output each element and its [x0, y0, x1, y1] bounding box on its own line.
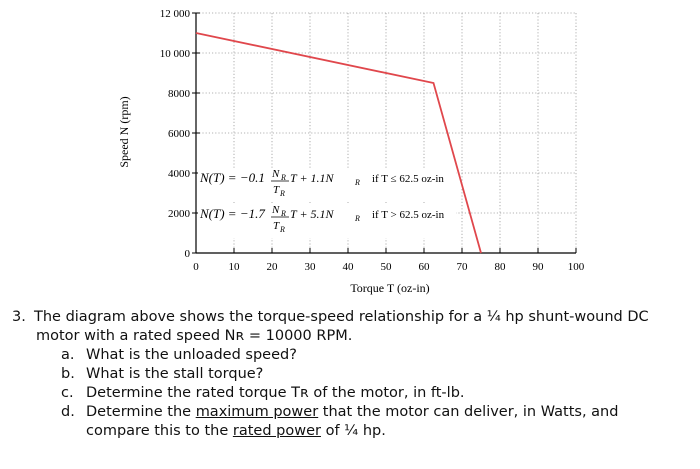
equation-rest-subscript: R	[354, 178, 360, 187]
y-tick-label: 10 000	[160, 48, 191, 60]
question-text: What is the unloaded speed?	[86, 347, 297, 363]
question-b: b. What is the stall torque?	[12, 365, 700, 384]
y-axis-label: Speed N (rpm)	[117, 96, 131, 167]
x-axis-label: Torque T (oz-in)	[350, 281, 429, 295]
question-c: c. Determine the rated torque Tʀ of the …	[12, 384, 700, 403]
question-text: What is the stall torque?	[86, 366, 264, 382]
equation-lhs: N(T) = −0.1	[199, 170, 265, 185]
maximum-power-underlined: maximum power	[195, 404, 319, 420]
x-tick-label: 80	[495, 261, 507, 273]
question-d-continued: compare this to the rated power of ¼ hp.	[12, 422, 700, 441]
x-tick-label: 100	[568, 261, 585, 273]
equation-rest: T + 1.1N	[290, 171, 335, 185]
x-axis-ticks: 0 10 20 30 40 50 60 70 80 90 100	[193, 248, 585, 273]
equation-background	[198, 204, 456, 238]
problem-intro-line-2: motor with a rated speed Nʀ = 10000 RPM.	[36, 328, 353, 344]
y-tick-label: 8000	[168, 88, 191, 100]
problem-intro-line-1: The diagram above shows the torque-speed…	[34, 309, 649, 325]
x-tick-label: 30	[305, 261, 317, 273]
problem-text: 3. The diagram above shows the torque-sp…	[12, 308, 700, 441]
fraction-numerator: N	[271, 204, 280, 216]
rated-power-underlined: rated power	[232, 423, 321, 439]
question-text: Determine the maximum power that the mot…	[86, 403, 618, 422]
y-axis-ticks: 0 2000 4000 6000 8000 10 000 12 000	[160, 8, 200, 260]
y-tick-label: 4000	[168, 168, 191, 180]
fraction-denominator: T	[273, 184, 280, 196]
question-letter: a.	[61, 347, 75, 363]
question-d-pre: Determine the	[86, 404, 196, 420]
x-tick-label: 60	[419, 261, 431, 273]
question-d-cont-post: of ¼ hp.	[320, 423, 386, 439]
x-tick-label: 50	[381, 261, 393, 273]
equation-lhs: N(T) = −1.7	[199, 206, 265, 221]
fraction-denominator: T	[273, 220, 280, 232]
question-d: d. Determine the maximum power that the …	[12, 403, 700, 422]
question-a: a. What is the unloaded speed?	[12, 346, 700, 365]
equation-condition: if T ≤ 62.5 oz-in	[372, 173, 444, 185]
x-tick-label: 10	[229, 261, 241, 273]
fraction-numerator-subscript: R	[280, 209, 286, 218]
question-text: Determine the rated torque Tʀ of the mot…	[86, 385, 465, 401]
question-letter: c.	[61, 385, 74, 401]
fraction-numerator-subscript: R	[280, 173, 286, 182]
series-layer	[195, 32, 482, 254]
equation-background	[198, 168, 456, 202]
y-tick-label: 0	[185, 248, 191, 260]
fraction-denominator-subscript: R	[279, 225, 285, 234]
equation-condition: if T > 62.5 oz-in	[372, 209, 445, 221]
fraction-denominator-subscript: R	[279, 189, 285, 198]
y-tick-label: 2000	[168, 208, 191, 220]
x-tick-label: 90	[533, 261, 545, 273]
question-d-mid: that the motor can deliver, in Watts, an…	[318, 404, 619, 420]
equation-rest-subscript: R	[354, 214, 360, 223]
question-d-cont-pre: compare this to the	[86, 423, 233, 439]
torque-speed-chart: 0 10 20 30 40 50 60 70 80 90 100 0 2000 4000 6000 8000…	[117, 8, 585, 295]
question-letter: b.	[61, 366, 75, 382]
problem-intro: 3. The diagram above shows the torque-sp…	[12, 308, 700, 327]
x-tick-label: 40	[343, 261, 355, 273]
x-tick-label: 20	[267, 261, 279, 273]
question-letter: d.	[61, 404, 75, 420]
x-tick-label: 0	[193, 261, 199, 273]
x-tick-label: 70	[457, 261, 469, 273]
problem-number: 3.	[12, 309, 26, 325]
equation-rest: T + 5.1N	[290, 207, 335, 221]
y-tick-label: 6000	[168, 128, 191, 140]
y-tick-label: 12 000	[160, 8, 191, 20]
fraction-numerator: N	[271, 168, 280, 180]
